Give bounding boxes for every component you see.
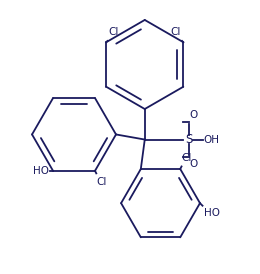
Text: S: S (185, 133, 192, 146)
Text: Cl: Cl (109, 27, 119, 37)
Text: HO: HO (33, 166, 49, 176)
Text: Cl: Cl (96, 177, 107, 187)
Text: OH: OH (204, 135, 220, 145)
Text: Cl: Cl (170, 27, 181, 37)
Text: O: O (190, 110, 198, 120)
Text: HO: HO (204, 208, 220, 218)
Text: Cl: Cl (181, 153, 192, 163)
Text: O: O (190, 159, 198, 169)
